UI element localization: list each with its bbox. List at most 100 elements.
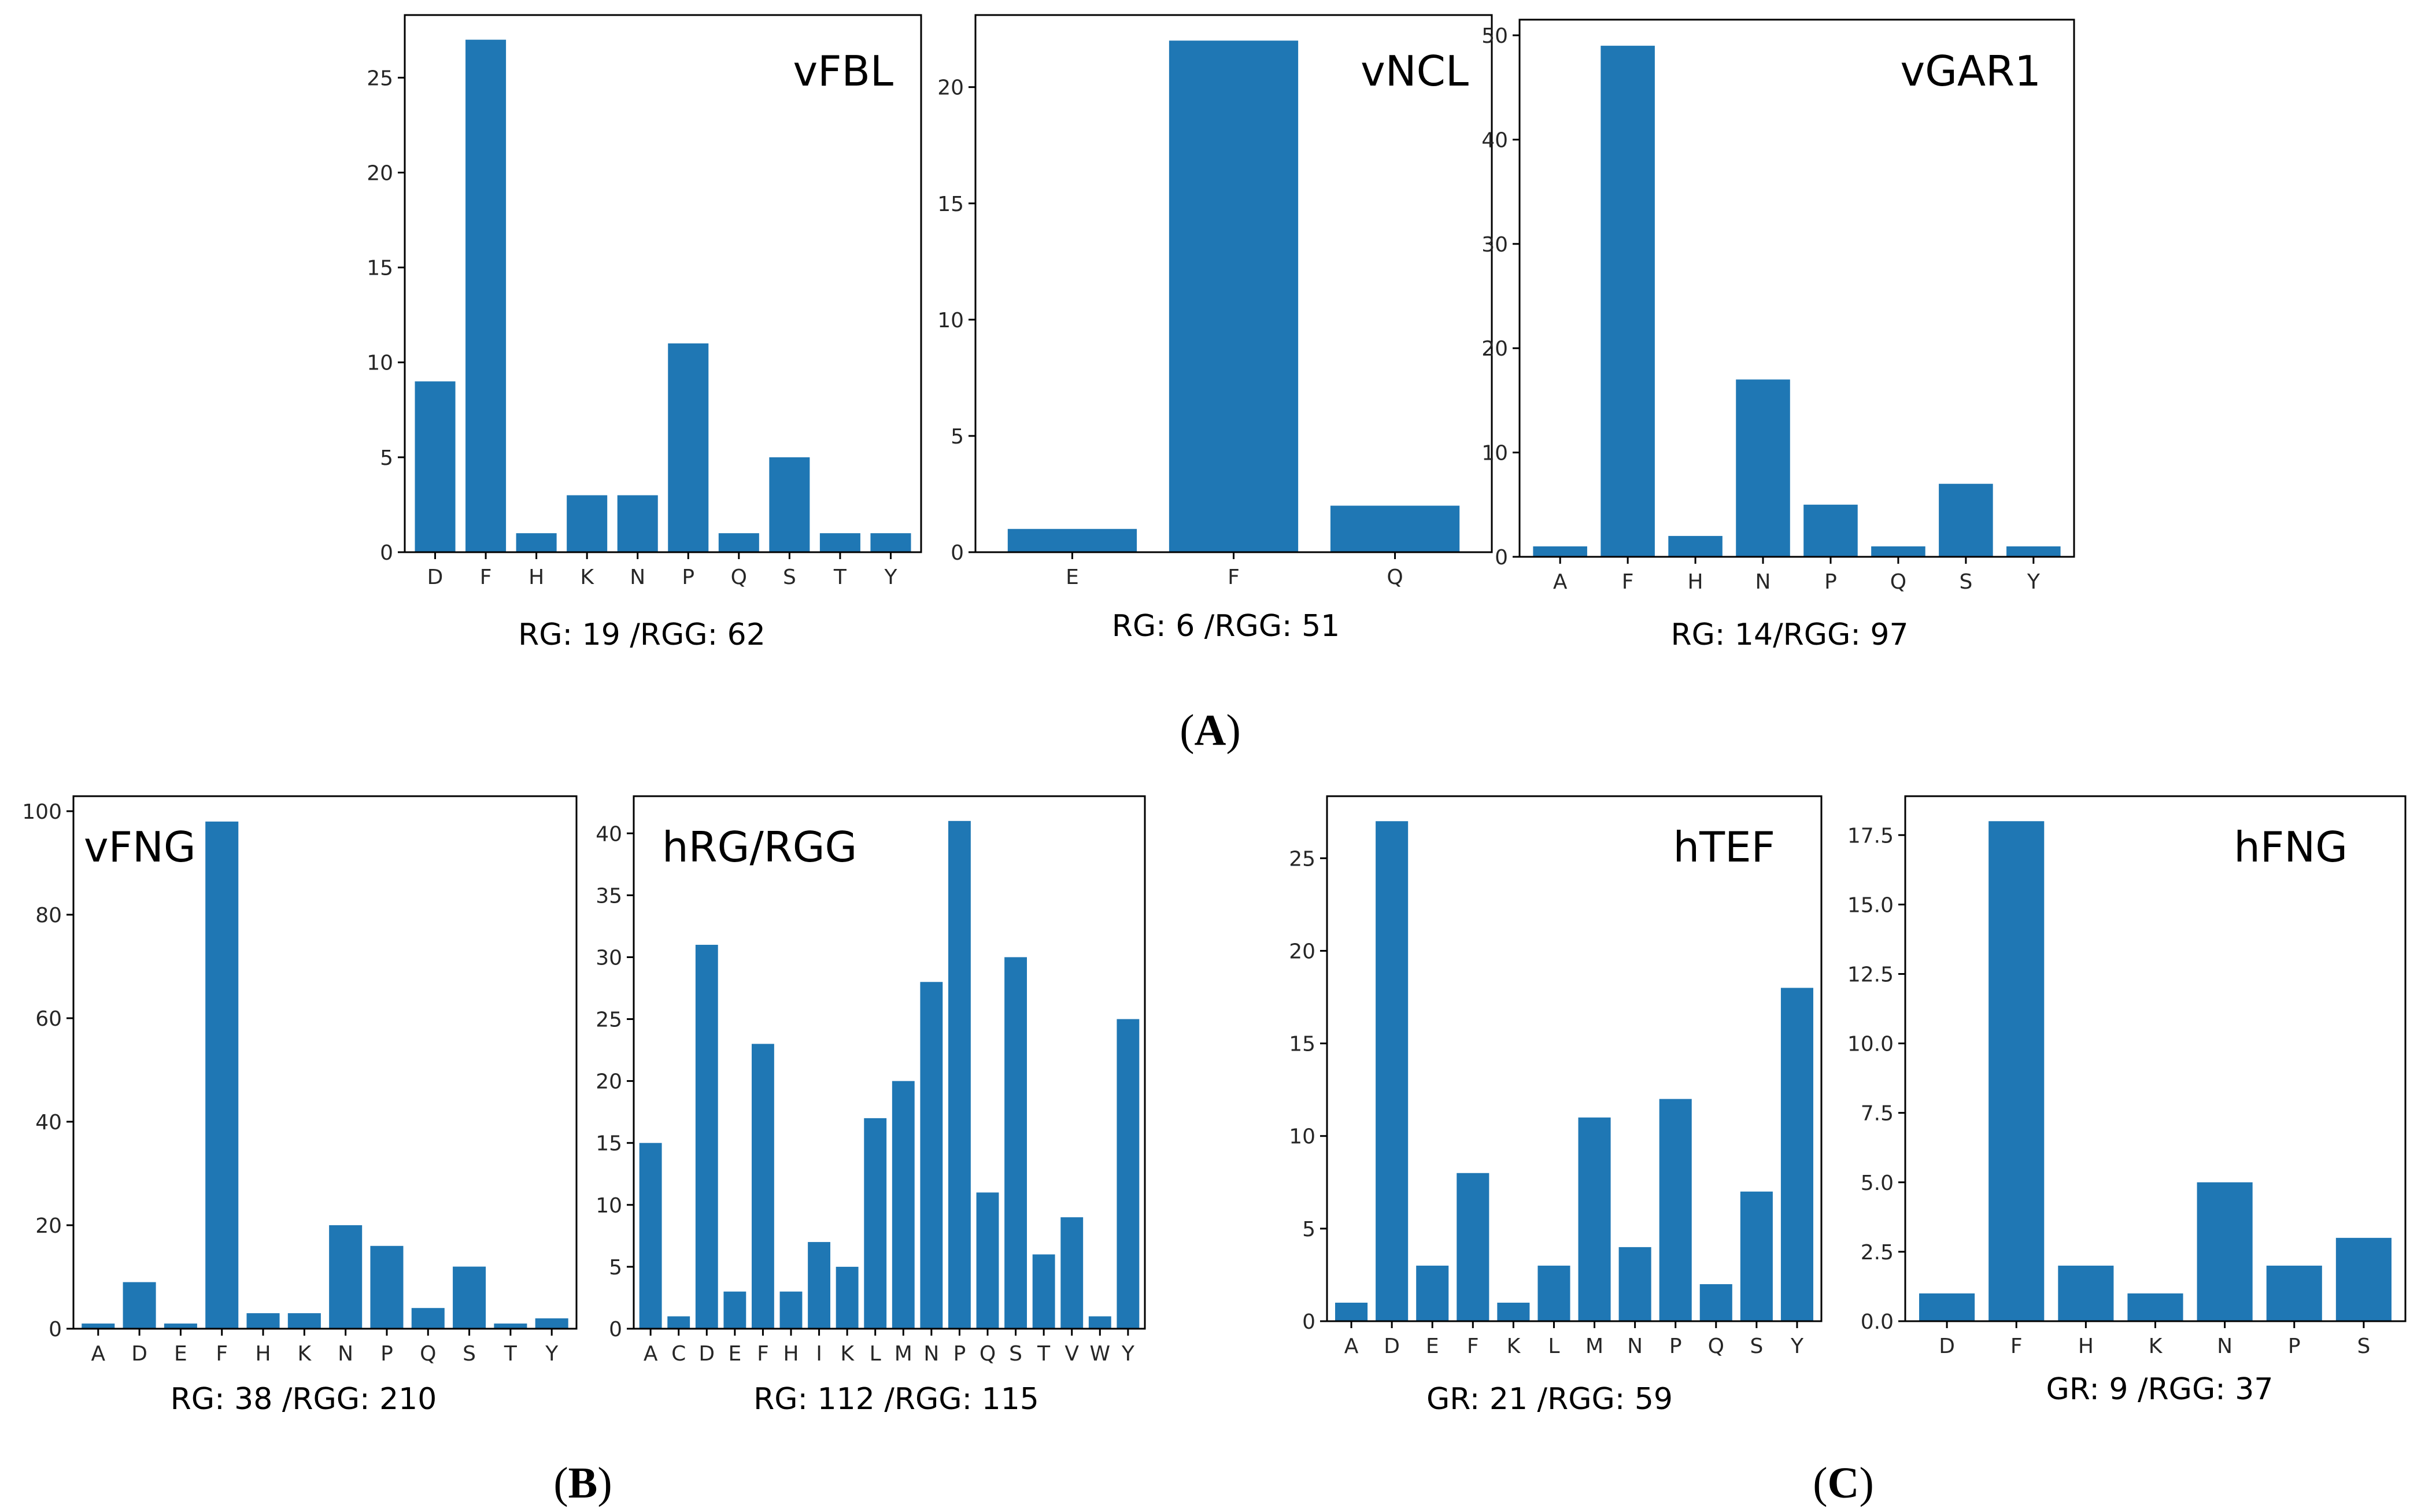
chart-title: vGAR1 [1901, 47, 2042, 95]
x-tick-label: P [2288, 1334, 2301, 1358]
bar-T [494, 1324, 527, 1329]
bar-Y [1780, 988, 1813, 1321]
part-label-a: (A) [1180, 706, 1241, 755]
y-tick-label: 5 [1302, 1218, 1315, 1241]
y-tick-label: 20 [367, 161, 393, 185]
y-tick-label: 20 [596, 1070, 622, 1094]
bar-D [1376, 821, 1409, 1321]
x-tick-label: L [870, 1342, 881, 1366]
x-tick-label: H [528, 565, 544, 589]
y-tick-label: 15 [367, 257, 393, 280]
y-tick-label: 25 [1289, 847, 1315, 871]
bar-Q [718, 533, 759, 552]
x-tick-label: M [1585, 1334, 1603, 1358]
bar-D [415, 381, 456, 552]
x-tick-label: Q [1387, 565, 1403, 589]
x-tick-label: S [1009, 1342, 1022, 1366]
y-tick-label: 0 [1302, 1310, 1315, 1334]
chart-caption: RG: 19 /RGG: 62 [518, 618, 766, 652]
chart-caption: GR: 9 /RGG: 37 [2046, 1372, 2274, 1407]
x-tick-label: Y [884, 565, 897, 589]
chart-title: vFBL [793, 47, 893, 95]
bar-T [1032, 1254, 1055, 1329]
chart-caption: RG: 38 /RGG: 210 [171, 1382, 437, 1417]
plot-frame [633, 795, 1146, 1330]
y-tick-label: 2.5 [1861, 1241, 1894, 1265]
y-tick-label: 10.0 [1847, 1033, 1894, 1056]
x-tick-label: P [682, 565, 694, 589]
bar-N [1736, 379, 1790, 557]
x-tick-label: T [833, 565, 847, 589]
bar-N [2197, 1182, 2253, 1321]
x-tick-label: P [1669, 1334, 1682, 1358]
y-tick-label: 80 [35, 904, 62, 927]
bar-P [668, 343, 709, 552]
x-tick-label: N [1627, 1334, 1643, 1358]
bar-T [819, 533, 860, 552]
y-tick-label: 30 [596, 946, 622, 970]
y-tick-label: 50 [1481, 24, 1508, 48]
chart-title: hTEF [1673, 823, 1775, 871]
bar-N [617, 495, 658, 552]
x-tick-label: A [91, 1342, 105, 1366]
x-tick-label: H [783, 1342, 799, 1366]
bar-D [695, 945, 718, 1329]
x-tick-label: K [580, 565, 594, 589]
bar-A [82, 1324, 115, 1329]
y-tick-label: 10 [937, 309, 964, 332]
y-tick-label: 15 [937, 193, 964, 216]
chart-caption: RG: 6 /RGG: 51 [1112, 609, 1340, 644]
x-tick-label: Q [1890, 570, 1906, 594]
bar-E [164, 1324, 197, 1329]
x-tick-label: S [2357, 1334, 2370, 1358]
x-tick-label: F [1622, 570, 1634, 594]
x-tick-label: H [1688, 570, 1703, 594]
bar-N [1618, 1247, 1651, 1321]
x-tick-label: H [255, 1342, 271, 1366]
bar-E [723, 1291, 746, 1329]
x-tick-label: P [1824, 570, 1837, 594]
y-tick-label: 40 [35, 1111, 62, 1134]
x-tick-label: C [671, 1342, 686, 1366]
bar-P [1659, 1099, 1692, 1321]
y-tick-label: 0 [380, 541, 393, 565]
bar-A [639, 1143, 662, 1329]
y-tick-label: 0 [951, 541, 964, 565]
x-tick-label: S [1750, 1334, 1763, 1358]
bar-Y [870, 533, 911, 552]
x-tick-label: S [463, 1342, 476, 1366]
y-tick-label: 5 [380, 446, 393, 470]
bar-S [1939, 483, 1993, 557]
x-tick-label: N [338, 1342, 353, 1366]
x-tick-label: E [1426, 1334, 1439, 1358]
y-tick-label: 100 [22, 800, 62, 824]
bar-H [516, 533, 557, 552]
plot-frame [1904, 795, 2407, 1322]
chart-title: vFNG [84, 823, 196, 871]
x-tick-label: S [1959, 570, 1972, 594]
y-tick-label: 25 [367, 66, 393, 90]
x-tick-label: K [840, 1342, 855, 1366]
x-tick-label: D [1384, 1334, 1400, 1358]
x-tick-label: D [1939, 1334, 1955, 1358]
y-tick-label: 17.5 [1847, 824, 1894, 848]
bar-H [246, 1313, 280, 1329]
bar-L [1537, 1265, 1570, 1321]
bar-N [329, 1225, 363, 1329]
bar-I [808, 1242, 830, 1329]
y-tick-label: 5 [951, 425, 964, 449]
bar-P [948, 820, 971, 1329]
x-tick-label: A [644, 1342, 658, 1366]
bar-F [752, 1044, 774, 1329]
chart-title: vNCL [1361, 47, 1469, 95]
x-tick-label: W [1089, 1342, 1110, 1366]
x-tick-label: E [1066, 565, 1079, 589]
bar-C [667, 1316, 690, 1329]
bar-Q [1871, 546, 1925, 557]
x-tick-label: F [1228, 565, 1240, 589]
bar-M [892, 1081, 915, 1329]
